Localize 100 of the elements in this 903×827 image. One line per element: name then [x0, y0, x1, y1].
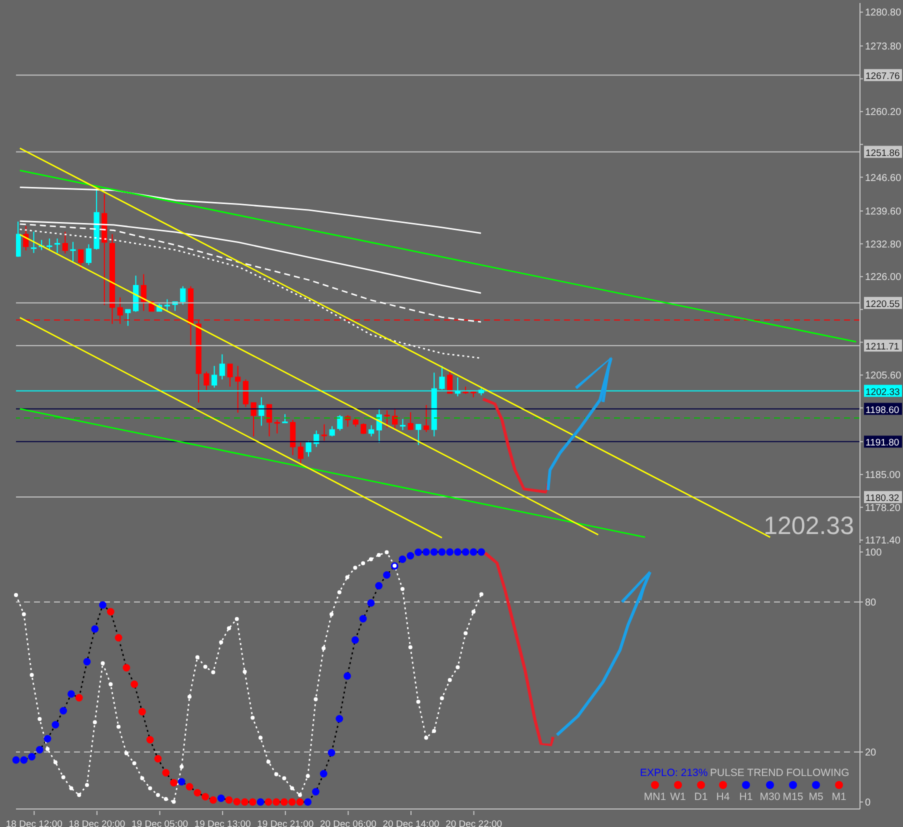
- point: [44, 735, 52, 742]
- category-label: M1: [832, 791, 846, 803]
- point: [359, 615, 367, 622]
- point: [170, 779, 178, 786]
- point: [290, 786, 294, 790]
- point: [60, 707, 68, 714]
- point: [478, 548, 486, 556]
- point: [320, 770, 328, 778]
- x-tick-label: 20 Dec 06:00: [320, 819, 376, 827]
- point: [298, 793, 302, 797]
- y-tick-label: 1185.00: [865, 470, 901, 482]
- x-tick-label: 19 Dec 21:00: [257, 819, 314, 827]
- point: [446, 548, 454, 556]
- point: [122, 664, 130, 672]
- point: [479, 592, 484, 596]
- point: [92, 720, 97, 724]
- point: [100, 661, 105, 666]
- ref-line-label: 1211.71: [866, 342, 900, 353]
- point: [282, 776, 286, 780]
- point: [398, 556, 406, 563]
- point: [375, 582, 383, 590]
- line-series: [19, 186, 482, 234]
- point: [162, 769, 170, 776]
- point: [211, 670, 216, 674]
- point: [456, 665, 460, 670]
- category-label: M5: [808, 791, 824, 803]
- point: [194, 789, 202, 796]
- x-tick-label: 18 Dec 20:00: [68, 819, 126, 827]
- y-tick-label: 1178.20: [865, 502, 901, 514]
- ref-line-label: 1220.55: [866, 298, 900, 310]
- point: [99, 601, 106, 609]
- ref-line-label: 1198.60: [866, 404, 900, 416]
- annotation: 1202.33: [764, 512, 854, 541]
- point: [416, 700, 420, 704]
- point: [61, 775, 66, 780]
- y-tick-label: 1226.00: [865, 272, 902, 284]
- point: [304, 798, 312, 806]
- point: [154, 755, 162, 762]
- point: [306, 774, 310, 778]
- point: [140, 776, 144, 780]
- category-label: D1: [694, 791, 708, 803]
- point: [46, 747, 50, 751]
- point: [266, 760, 270, 764]
- point: [178, 778, 186, 786]
- point: [217, 794, 225, 802]
- text: PULSE TREND FOLLOWING: [710, 767, 850, 779]
- point: [130, 680, 138, 688]
- point: [422, 548, 430, 556]
- category-label: W1: [670, 791, 686, 803]
- point: [344, 672, 351, 680]
- point: [330, 612, 334, 616]
- point: [438, 548, 446, 556]
- point: [148, 786, 152, 790]
- point: [38, 717, 42, 721]
- y-tick-label: 1260.20: [865, 107, 902, 118]
- category-label: H4: [716, 791, 730, 803]
- point: [195, 655, 200, 660]
- point: [114, 634, 122, 642]
- point: [337, 590, 342, 594]
- point: [336, 715, 344, 722]
- point: [462, 548, 470, 556]
- point: [209, 796, 217, 804]
- candlestick: [54, 238, 60, 253]
- point: [124, 751, 128, 756]
- point: [242, 670, 247, 674]
- point: [234, 617, 239, 621]
- point: [328, 749, 336, 756]
- point: [146, 736, 154, 744]
- point: [296, 798, 304, 806]
- point: [314, 697, 318, 702]
- point: [351, 636, 359, 644]
- x-tick-label: 18 Dec 12:00: [6, 819, 62, 827]
- point: [225, 796, 233, 804]
- point: [75, 694, 83, 702]
- point: [248, 798, 256, 806]
- category-label: M30: [760, 791, 780, 803]
- point: [53, 760, 58, 764]
- y-tick-label: 100: [865, 548, 882, 559]
- ref-line-label: 1191.80: [866, 438, 900, 449]
- point: [400, 587, 405, 591]
- point: [84, 783, 89, 787]
- ref-line-label: 1180.32: [866, 493, 900, 504]
- point: [367, 599, 375, 607]
- point: [233, 798, 241, 806]
- category-label: MN1: [644, 791, 666, 803]
- point: [312, 788, 320, 796]
- y-tick-label: 1239.60: [865, 206, 902, 218]
- point: [361, 561, 366, 566]
- point: [448, 678, 452, 682]
- line-series: [19, 228, 482, 359]
- point: [108, 682, 113, 686]
- line-series: [19, 223, 482, 323]
- ref-line-label: 1251.86: [866, 148, 900, 159]
- point: [470, 548, 478, 556]
- ref-line-label: 1202.33: [866, 386, 900, 398]
- point: [69, 786, 74, 790]
- point: [116, 724, 121, 729]
- point: [36, 746, 44, 754]
- point: [180, 764, 184, 769]
- point: [368, 557, 373, 562]
